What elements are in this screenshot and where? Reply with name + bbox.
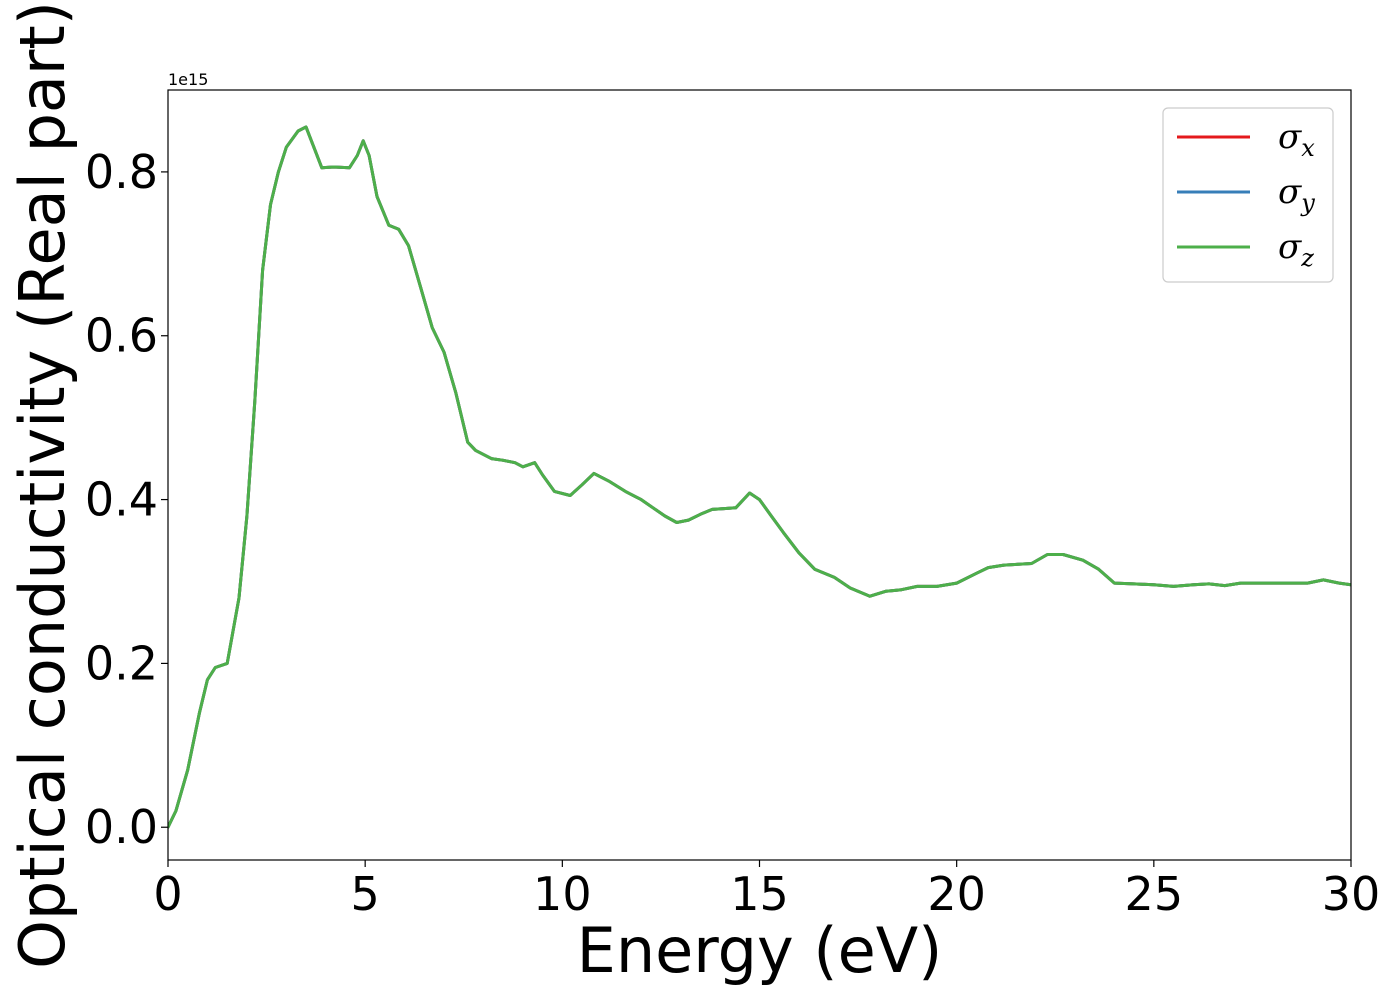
x-tick-label: 5 [351, 867, 380, 921]
y-tick-label: 0.2 [85, 636, 158, 690]
legend-label-x: σx [1278, 117, 1315, 162]
x-axis-label: Energy (eV) [577, 914, 943, 987]
y-tick-label: 0.8 [85, 145, 158, 199]
legend-box [1162, 107, 1334, 283]
x-tick-label: 25 [1125, 867, 1184, 921]
y-tick-label: 0.6 [85, 309, 158, 363]
y-tick-label: 0.4 [85, 473, 158, 527]
x-tick-label: 10 [533, 867, 592, 921]
x-tick-label: 30 [1322, 867, 1381, 921]
y-axis-label: Optical conductivity (Real part) [6, 1, 79, 969]
y-tick-label: 0.0 [85, 800, 158, 854]
y-offset-label: 1e15 [168, 70, 208, 89]
x-axis: 0 5 10 15 20 25 30 [153, 860, 1380, 921]
x-tick-label: 15 [730, 867, 789, 921]
x-tick-label: 0 [153, 867, 182, 921]
series-layer [168, 125, 1351, 829]
x-tick-label: 20 [927, 867, 986, 921]
y-axis: 0.0 0.2 0.4 0.6 0.8 [85, 145, 168, 854]
series-line-z [168, 125, 1351, 829]
